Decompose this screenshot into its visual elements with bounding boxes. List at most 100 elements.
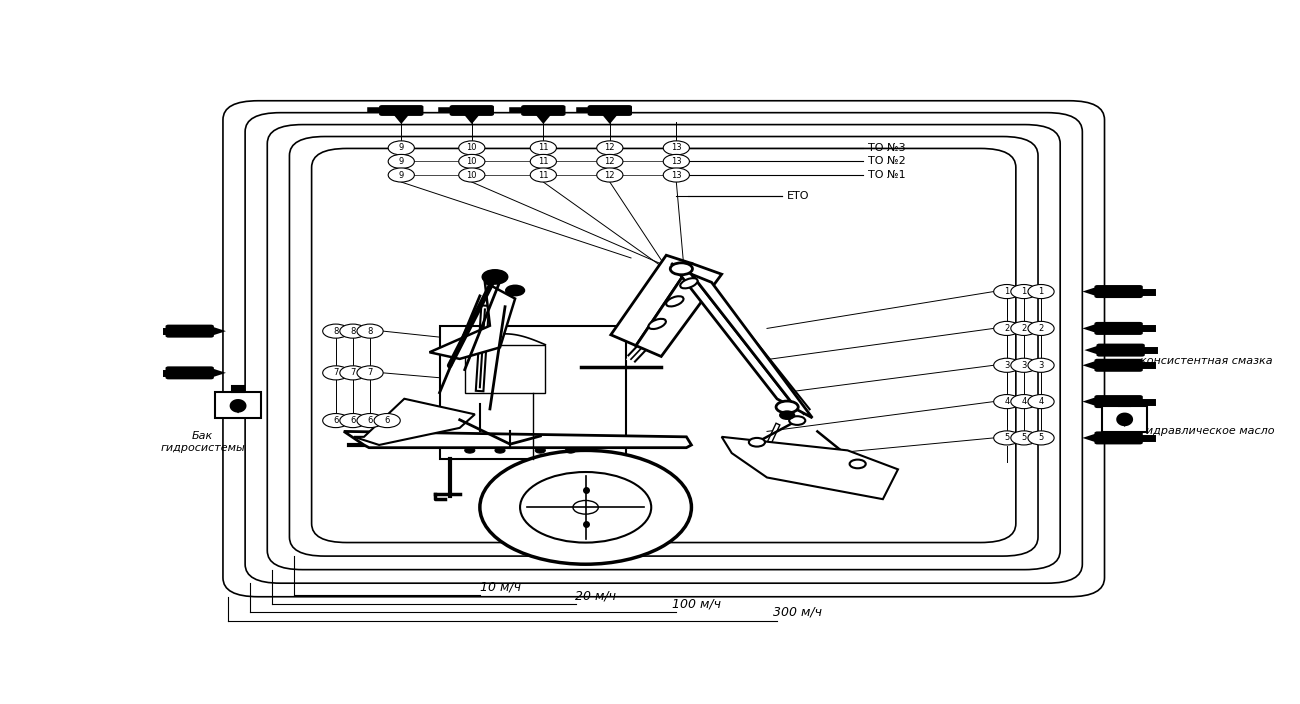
Circle shape <box>663 154 689 168</box>
Bar <box>1119 400 1130 406</box>
Circle shape <box>1028 321 1054 336</box>
Circle shape <box>480 451 692 564</box>
Circle shape <box>465 448 474 453</box>
Circle shape <box>389 168 415 182</box>
Circle shape <box>597 168 623 182</box>
Text: 20 м/ч: 20 м/ч <box>575 589 616 602</box>
Circle shape <box>597 154 623 168</box>
Circle shape <box>993 394 1021 408</box>
Circle shape <box>573 501 598 514</box>
Text: 6: 6 <box>333 416 338 425</box>
FancyBboxPatch shape <box>1095 285 1143 298</box>
Circle shape <box>566 448 576 453</box>
Polygon shape <box>1083 360 1097 370</box>
Circle shape <box>339 324 367 338</box>
Text: 6: 6 <box>385 416 390 425</box>
Text: 10: 10 <box>467 170 477 180</box>
Circle shape <box>1011 284 1037 298</box>
Text: 7: 7 <box>368 368 373 377</box>
Polygon shape <box>1119 420 1130 427</box>
Text: ТО №1: ТО №1 <box>868 170 905 180</box>
FancyBboxPatch shape <box>1095 432 1143 444</box>
Circle shape <box>780 411 794 419</box>
Circle shape <box>671 263 693 275</box>
Text: 13: 13 <box>671 144 681 152</box>
Polygon shape <box>211 368 226 378</box>
Circle shape <box>776 401 798 413</box>
Circle shape <box>459 168 485 182</box>
Text: 5: 5 <box>1022 434 1027 442</box>
FancyBboxPatch shape <box>1095 395 1143 408</box>
FancyBboxPatch shape <box>165 366 214 379</box>
Text: 300 м/ч: 300 м/ч <box>772 606 822 619</box>
Text: 10: 10 <box>467 144 477 152</box>
FancyBboxPatch shape <box>380 105 424 116</box>
Polygon shape <box>1083 433 1097 443</box>
Circle shape <box>1028 394 1054 408</box>
Polygon shape <box>211 326 226 336</box>
Circle shape <box>339 413 367 427</box>
Polygon shape <box>233 406 243 413</box>
Polygon shape <box>1083 287 1097 296</box>
Text: 13: 13 <box>671 157 681 166</box>
Text: 10: 10 <box>467 157 477 166</box>
Text: 6: 6 <box>350 416 356 425</box>
Text: 2: 2 <box>1004 324 1009 333</box>
Polygon shape <box>636 263 722 356</box>
Bar <box>233 386 243 392</box>
Text: 11: 11 <box>538 170 549 180</box>
Text: 12: 12 <box>604 144 615 152</box>
Text: ЕТО: ЕТО <box>786 191 810 201</box>
Polygon shape <box>354 398 474 445</box>
Text: ТО №2: ТО №2 <box>868 156 906 166</box>
Circle shape <box>536 448 546 453</box>
Circle shape <box>389 154 415 168</box>
Circle shape <box>358 366 384 380</box>
Circle shape <box>459 141 485 155</box>
Ellipse shape <box>680 278 698 289</box>
Polygon shape <box>429 282 515 359</box>
Text: 9: 9 <box>399 170 404 180</box>
Circle shape <box>389 141 415 155</box>
Text: Бак
гидросистемы: Бак гидросистемы <box>160 432 246 453</box>
Text: 8: 8 <box>350 327 356 336</box>
Text: 11: 11 <box>538 144 549 152</box>
Text: 9: 9 <box>399 157 404 166</box>
FancyBboxPatch shape <box>165 325 214 338</box>
Polygon shape <box>602 114 617 124</box>
Text: 10 м/ч: 10 м/ч <box>480 581 520 593</box>
Text: 12: 12 <box>604 157 615 166</box>
Bar <box>465 345 546 394</box>
Circle shape <box>1011 431 1037 445</box>
Circle shape <box>993 284 1021 298</box>
Circle shape <box>495 448 506 453</box>
Polygon shape <box>692 275 812 418</box>
Circle shape <box>789 416 805 425</box>
Polygon shape <box>1084 345 1100 355</box>
Text: ТО №3: ТО №3 <box>868 143 905 153</box>
Polygon shape <box>393 114 410 124</box>
Circle shape <box>993 358 1021 372</box>
Text: 3: 3 <box>1022 360 1027 370</box>
Text: 100 м/ч: 100 м/ч <box>672 598 722 611</box>
Text: 13: 13 <box>671 170 681 180</box>
Circle shape <box>506 286 524 296</box>
Circle shape <box>322 413 348 427</box>
Text: 3: 3 <box>1039 360 1044 370</box>
Circle shape <box>530 141 556 155</box>
Text: 6: 6 <box>368 416 373 425</box>
Text: 5: 5 <box>1039 434 1044 442</box>
Text: 2: 2 <box>1039 324 1044 333</box>
Text: 8: 8 <box>333 327 338 336</box>
Polygon shape <box>464 114 480 124</box>
Text: 4: 4 <box>1039 397 1044 406</box>
Circle shape <box>1011 321 1037 336</box>
Bar <box>216 392 260 418</box>
Polygon shape <box>343 432 692 448</box>
Circle shape <box>993 321 1021 336</box>
Polygon shape <box>1117 413 1134 426</box>
FancyBboxPatch shape <box>1095 322 1143 335</box>
Circle shape <box>374 413 400 427</box>
Text: 7: 7 <box>333 368 338 377</box>
Bar <box>1102 406 1147 432</box>
